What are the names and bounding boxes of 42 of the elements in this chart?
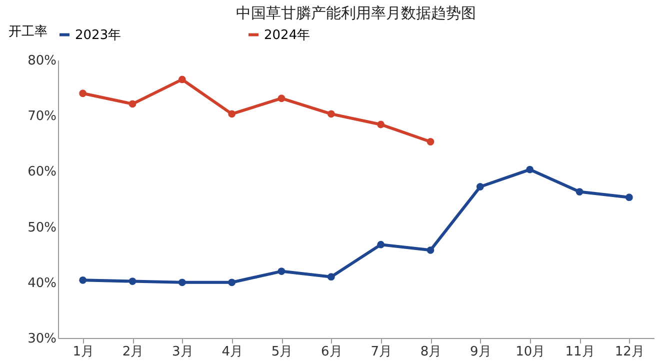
y-tick-label: 50% [28, 220, 56, 236]
y-axis-title: 开工率 [8, 24, 48, 40]
point [178, 76, 186, 84]
point [278, 94, 286, 102]
point [476, 183, 484, 190]
chart-title: 中国草甘膦产能利用率月数据趋势图 [236, 4, 476, 22]
x-tick-label: 9月 [470, 344, 492, 360]
point [327, 273, 335, 281]
y-tick-label: 40% [28, 276, 56, 291]
point [377, 120, 385, 128]
point [377, 240, 385, 248]
x-tick-label: 2月 [122, 344, 144, 360]
x-tick-label: 3月 [172, 344, 194, 360]
point [526, 166, 534, 174]
point [426, 138, 434, 146]
point [576, 188, 584, 196]
x-tick-label: 8月 [420, 344, 442, 360]
y-tick-label: 30% [28, 332, 56, 346]
x-tick-label: 12月 [614, 344, 644, 360]
x-tick-label: 7月 [370, 344, 392, 360]
point [178, 278, 186, 286]
x-tick-label: 11月 [565, 344, 595, 360]
point [128, 100, 136, 108]
x-tick-label: 4月 [222, 344, 243, 360]
x-tick-label: 10月 [516, 344, 546, 360]
point [327, 110, 335, 118]
point [228, 110, 236, 118]
point [278, 268, 286, 275]
point [228, 278, 236, 286]
legend-label: 2023年 [75, 28, 122, 43]
point [128, 278, 136, 285]
y-tick-label: 70% [28, 109, 56, 124]
x-tick-label: 6月 [321, 344, 342, 360]
legend-label: 2024年 [264, 28, 310, 43]
point [79, 276, 87, 284]
y-tick-label: 80% [28, 54, 56, 68]
y-tick-label: 60% [28, 164, 56, 180]
point [426, 246, 434, 254]
point [79, 90, 87, 98]
x-tick-label: 1月 [72, 344, 94, 360]
point [625, 194, 633, 202]
x-tick-label: 5月 [271, 344, 293, 360]
